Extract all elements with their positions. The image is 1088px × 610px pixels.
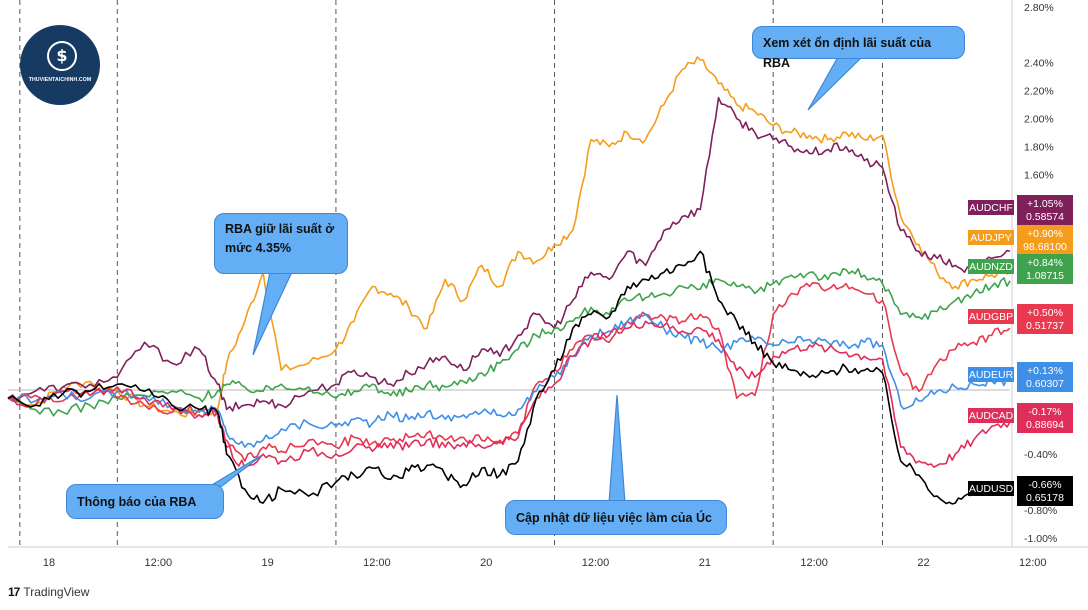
pointer-employment (608, 394, 626, 504)
series-name-tag (968, 481, 1014, 496)
series-price-labels: AUDJPY +0.90%98.68100 AUDCHF +1.05%0.58574 A… (968, 195, 1073, 506)
y-tick-label: 2.00% (1024, 114, 1054, 126)
series-value-tag (1017, 403, 1073, 433)
callout-rba-review: Xem xét ổn định lãi suất của RBA (752, 26, 965, 70)
series-value-tag (1017, 254, 1073, 284)
series-name-label: AUDNZD (969, 261, 1013, 273)
y-tick-label: 1.80% (1024, 142, 1054, 154)
dollar-icon: $ (47, 41, 77, 71)
series-name-label: AUDEUR (969, 369, 1014, 381)
callout-employment-data: Cập nhật dữ liệu việc làm của Úc (505, 500, 727, 535)
series-line-audusd (7, 250, 1011, 505)
series-price-label: 0.88694 (1026, 419, 1064, 431)
series-name-tag (968, 408, 1014, 423)
series-price-label: 0.60307 (1026, 378, 1064, 390)
series-value-tag (1017, 476, 1073, 506)
x-tick-label: 12:00 (1019, 557, 1047, 569)
series-change-label: +0.90% (1027, 228, 1063, 240)
series-change-label: +1.05% (1027, 198, 1063, 210)
series-line-audnzd (7, 267, 1011, 417)
series-line-audeur (7, 313, 1011, 448)
series-price-label: 1.08715 (1026, 270, 1064, 282)
series-name-label: AUDCAD (969, 410, 1014, 422)
series-change-label: +0.84% (1027, 257, 1063, 269)
series-value-tag (1017, 362, 1073, 392)
x-tick-label: 21 (699, 557, 711, 569)
series-price-label: 0.58574 (1026, 211, 1064, 223)
tradingview-footer: 17 TradingView (8, 585, 89, 599)
series-change-label: +0.13% (1027, 365, 1063, 377)
y-tick-label: 2.20% (1024, 86, 1054, 98)
series-name-tag (968, 367, 1014, 382)
logo-text: THUVIENTAICHINH.COM (28, 77, 92, 83)
pointer-rba-review (807, 56, 864, 111)
series-name-label: AUDGBP (969, 311, 1013, 323)
series-name-label: AUDUSD (969, 483, 1014, 495)
y-tick-label: 2.80% (1024, 2, 1054, 14)
series-lines (7, 56, 1013, 505)
series-name-tag (968, 259, 1014, 274)
series-line-audjpy (7, 56, 1011, 418)
x-axis-ticks: 18 12:00 19 12:00 20 12:00 21 12:00 22 12:00 (43, 557, 1047, 569)
callout-pointers (199, 56, 864, 504)
y-tick-label: 1.60% (1024, 170, 1054, 182)
x-tick-label: 12:00 (363, 557, 391, 569)
series-price-label: 0.65178 (1026, 492, 1064, 504)
session-separators (19, 0, 883, 547)
logo: $ THUVIENTAICHINH.COM (20, 25, 100, 105)
series-name-tag (968, 309, 1014, 324)
series-value-tag (1017, 195, 1073, 225)
x-tick-label: 19 (261, 557, 273, 569)
y-tick-label: 2.40% (1024, 58, 1054, 70)
x-tick-label: 18 (43, 557, 55, 569)
series-change-label: +0.50% (1027, 307, 1063, 319)
series-value-tag (1017, 225, 1073, 255)
callout-rba-hold: RBA giữ lãi suất ở mức 4.35% (214, 213, 348, 274)
x-tick-label: 12:00 (800, 557, 828, 569)
x-tick-label: 12:00 (145, 557, 173, 569)
series-line-audcad (7, 320, 1011, 469)
x-tick-label: 22 (917, 557, 929, 569)
y-tick-label: -1.00% (1024, 533, 1057, 545)
x-tick-label: 20 (480, 557, 492, 569)
series-value-tag (1017, 304, 1073, 334)
series-name-label: AUDJPY (970, 232, 1011, 244)
tradingview-logo-icon: 17 (8, 585, 20, 599)
y-tick-label: -0.40% (1024, 449, 1057, 461)
series-name-label: AUDCHF (969, 202, 1013, 214)
series-change-label: -0.66% (1028, 479, 1061, 491)
series-name-tag (968, 230, 1014, 245)
series-price-label: 98.68100 (1023, 241, 1067, 253)
series-line-audchf (7, 96, 1011, 412)
y-tick-label: -0.80% (1024, 505, 1057, 517)
x-tick-label: 12:00 (582, 557, 610, 569)
series-price-label: 0.51737 (1026, 320, 1064, 332)
tradingview-brand: TradingView (23, 585, 90, 599)
callout-rba-announcement: Thông báo của RBA (66, 484, 224, 519)
series-change-label: -0.17% (1028, 406, 1061, 418)
series-name-tag (968, 200, 1014, 215)
